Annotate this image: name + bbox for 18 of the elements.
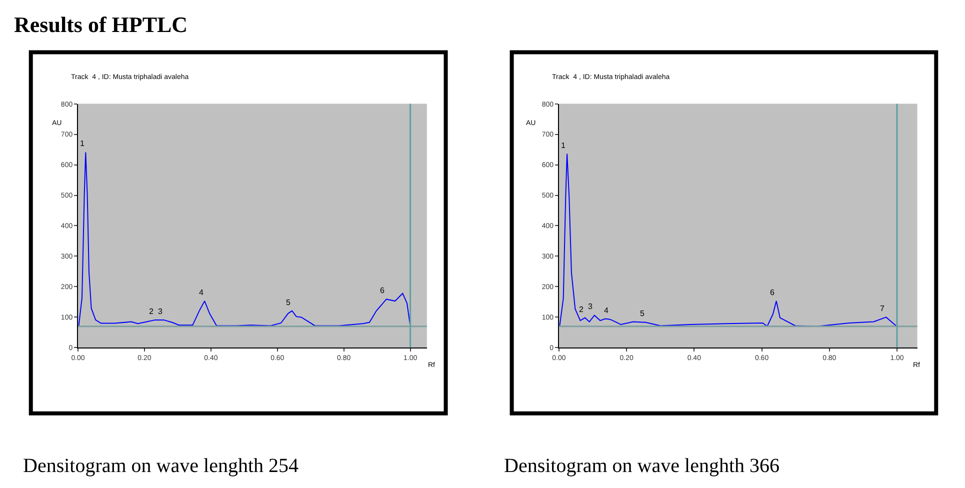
annotation: 7 (880, 304, 885, 313)
annotation: 6 (380, 286, 385, 295)
annotation: 1 (80, 139, 85, 148)
annotation: 5 (640, 309, 645, 318)
text: Densitogram on wave lenghth 254 (23, 455, 298, 477)
annotation: 2 (579, 305, 584, 314)
text: Results of HPTLC (14, 12, 188, 37)
annotation: 5 (286, 298, 291, 307)
annotation: 1 (561, 141, 566, 150)
line-series (559, 153, 896, 327)
annotation: 3 (158, 307, 163, 316)
annotation: 2 (149, 307, 154, 316)
annotation: 4 (604, 306, 609, 315)
annotation: 6 (770, 288, 775, 297)
annotation: 3 (588, 302, 593, 311)
line-series (78, 152, 411, 327)
annotation: 4 (199, 288, 204, 297)
text: Densitogram on wave lenghth 366 (504, 455, 780, 477)
